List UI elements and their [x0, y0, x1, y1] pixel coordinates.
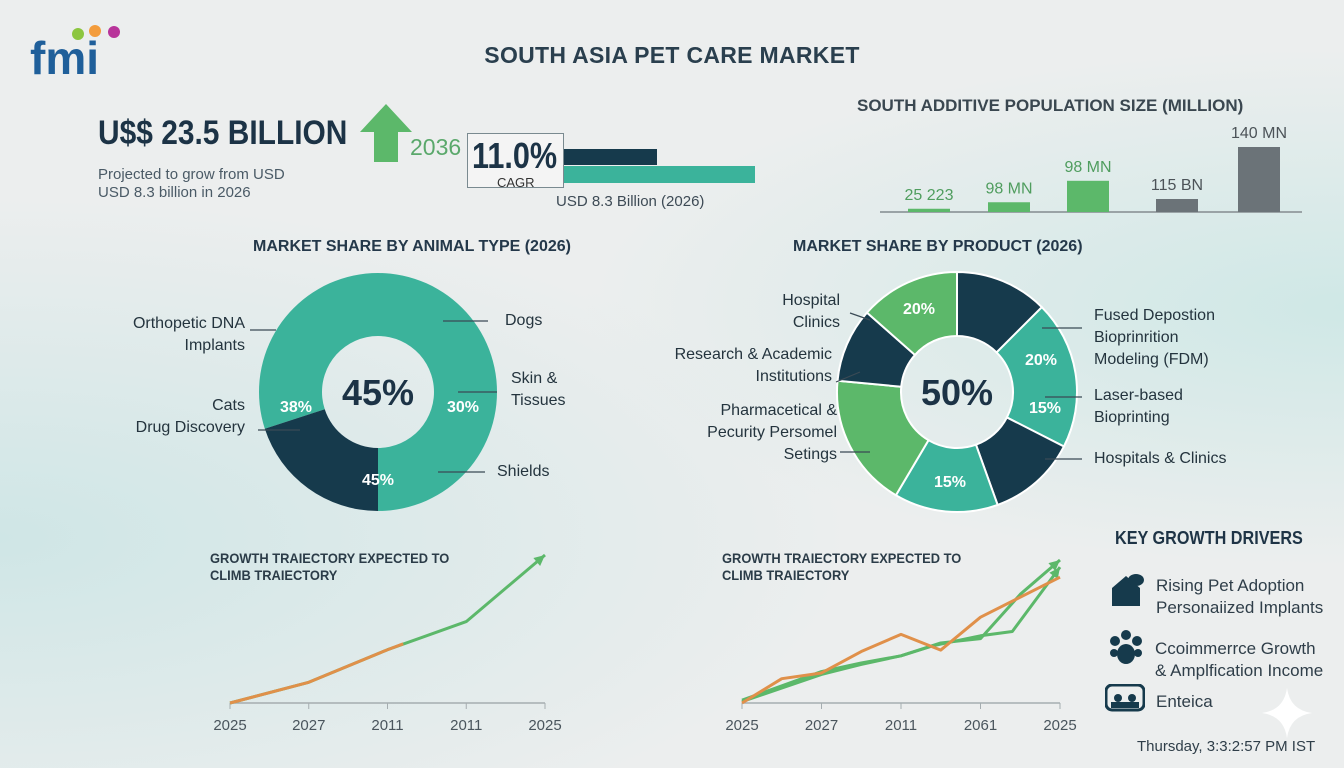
- legend-hospital-clinics: Hospital Clinics: [782, 292, 840, 331]
- legend-cats: Cats Drug Discovery: [135, 397, 245, 436]
- growth-title-left: GROWTH TRAIECTORY EXPECTED TO CLIMB TRAI…: [210, 550, 450, 583]
- donut-slice-label: 20%: [903, 301, 935, 318]
- timestamp: Thursday, 3:3:2:57 PM IST: [1137, 738, 1316, 755]
- population-bar: [1067, 180, 1109, 212]
- population-bar: [908, 208, 950, 212]
- population-bar-label: 140 MN: [1231, 125, 1287, 142]
- cagr-value: 11.0%: [472, 135, 558, 176]
- legend-shields: Shields: [497, 463, 550, 480]
- population-bar-label: 98 MN: [985, 180, 1032, 197]
- drivers-title: KEY GROWTH DRIVERS: [1115, 528, 1303, 548]
- donut-slice: [264, 409, 378, 511]
- population-bar: [1238, 147, 1280, 212]
- base-value-label: USD 8.3 Billion (2026): [556, 193, 705, 210]
- donut-center-label: 50%: [921, 372, 993, 413]
- population-bar-chart: 25 223 98 MN 98 MN 115 BN 140 MN: [880, 125, 1302, 213]
- svg-text:fmi: fmi: [30, 32, 99, 78]
- legend-hospitals: Hospitals & Clinics: [1094, 450, 1227, 467]
- donut-slice: [259, 273, 498, 511]
- driver-item-2: Ccoimmerrce Growth & Amplfication Income: [1155, 638, 1323, 682]
- population-bar: [988, 202, 1030, 212]
- x-tick-label: 2025: [1043, 717, 1076, 734]
- driver-2-line1: Ccoimmerrce Growth: [1155, 639, 1316, 658]
- series-line: [229, 553, 546, 705]
- arrow-head-icon: [533, 555, 545, 566]
- population-bar: [1156, 199, 1198, 212]
- x-tick-label: 2011: [371, 717, 403, 734]
- donut-slice-label: 15%: [1029, 400, 1061, 417]
- leader-line: [849, 312, 871, 321]
- x-tick-label: 2025: [213, 717, 246, 734]
- population-bar-label: 25 223: [905, 187, 954, 204]
- cagr-bar-teal: [564, 166, 755, 183]
- page-title: SOUTH ASIA PET CARE MARKET: [484, 42, 860, 68]
- projection-line1: Projected to grow from USD: [98, 166, 285, 183]
- pets-family-icon: [1105, 684, 1145, 712]
- legend-orthopetic: Orthopetic DNA Implants: [132, 315, 245, 354]
- product-chart-title: MARKET SHARE BY PRODUCT (2026): [793, 238, 1083, 255]
- legend-pharmaceutical: Pharmacetical & Pecurity Persomel Seting…: [707, 402, 837, 463]
- legend-fdm: Fused Depostion Bioprinrition Modeling (…: [1094, 307, 1215, 368]
- legend-research: Research & Academic Institutions: [674, 346, 832, 385]
- donut-slice-label: 45%: [362, 472, 394, 489]
- projection-text: Projected to grow from USD USD 8.3 billio…: [98, 166, 285, 202]
- legend-dogs: Dogs: [505, 312, 543, 329]
- x-tick-label: 2025: [528, 717, 561, 734]
- x-tick-label: 2011: [450, 717, 482, 734]
- population-bar-label: 115 BN: [1151, 177, 1203, 194]
- x-tick-label: 2025: [725, 717, 758, 734]
- growth-title-right: GROWTH TRAIECTORY EXPECTED TO CLIMB TRAI…: [722, 550, 962, 583]
- donut-slice-label: 30%: [447, 399, 479, 416]
- series-line: [229, 642, 404, 705]
- donut-center-label: 45%: [342, 372, 414, 413]
- x-tick-label: 2027: [292, 717, 325, 734]
- donut-slice: [865, 270, 958, 357]
- arrow-head-icon: [1048, 560, 1060, 572]
- arrow-head-icon: [1049, 567, 1060, 579]
- driver-2-line2: & Amplfication Income: [1155, 661, 1324, 680]
- target-year: 2036: [410, 134, 462, 160]
- paw-icon: [1110, 630, 1142, 664]
- up-arrow-icon: [360, 104, 412, 162]
- driver-1-line2: Personaiized Implants: [1156, 598, 1324, 617]
- cagr-label: CAGR: [497, 175, 535, 190]
- house-pet-icon: [1112, 574, 1144, 606]
- donut-slice-label: 20%: [1025, 352, 1057, 369]
- driver-1-line1: Rising Pet Adoption: [1156, 576, 1305, 595]
- cagr-bar-navy: [564, 149, 657, 165]
- population-chart-title: SOUTH ADDITIVE POPULATION SIZE (MILLION): [857, 96, 1244, 115]
- donut-slice: [995, 305, 1078, 448]
- fmi-logo: fmi: [30, 25, 120, 78]
- population-bar-label: 98 MN: [1064, 159, 1111, 176]
- market-value: U$$ 23.5 BILLION: [98, 114, 348, 152]
- series-line: [741, 575, 1061, 705]
- driver-item-3: Enteica: [1156, 692, 1213, 711]
- sparkle-icon: [1262, 688, 1312, 738]
- leader-line: [835, 371, 861, 383]
- x-tick-label: 2027: [805, 717, 838, 734]
- animal-chart-title: MARKET SHARE BY ANIMAL TYPE (2026): [253, 238, 571, 255]
- donut-slice-label: 38%: [280, 399, 312, 416]
- driver-item-1: Rising Pet Adoption Personaiized Implants: [1156, 575, 1323, 619]
- projection-line2: USD 8.3 billion in 2026: [98, 184, 251, 201]
- legend-laser: Laser-based Bioprinting: [1094, 387, 1183, 426]
- donut-slice-label: 15%: [934, 474, 966, 491]
- x-tick-label: 2011: [885, 717, 917, 734]
- x-tick-label: 2061: [964, 717, 997, 734]
- cagr-box: [467, 133, 564, 188]
- legend-skin: Skin & Tissues: [511, 370, 566, 409]
